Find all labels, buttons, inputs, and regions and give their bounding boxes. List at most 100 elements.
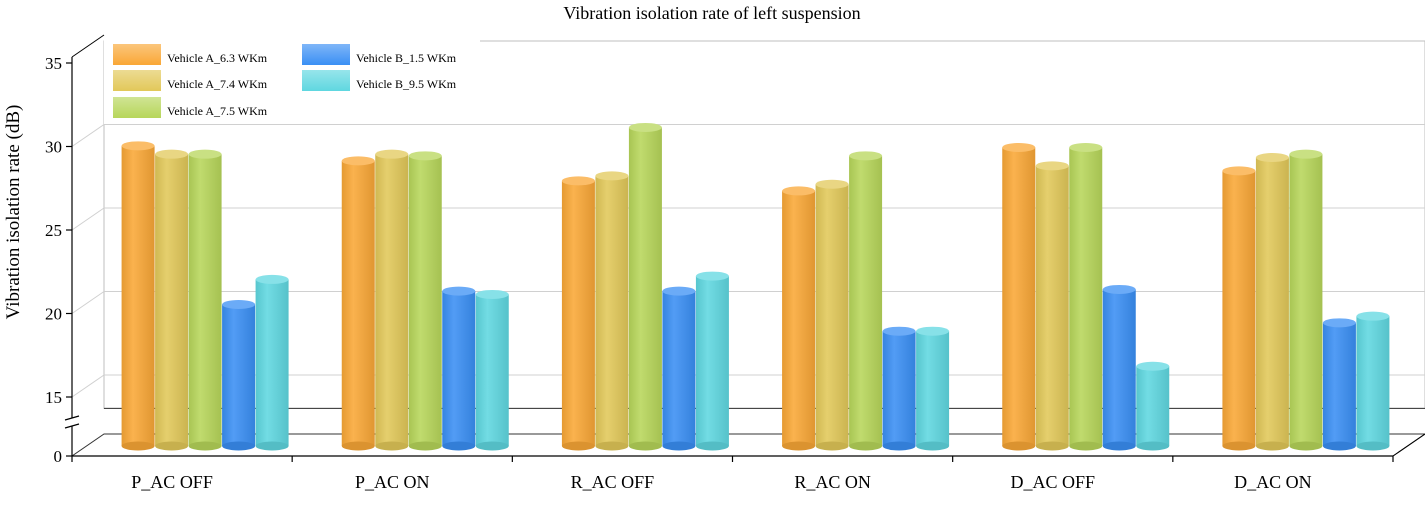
bar-bottom xyxy=(628,441,662,451)
bar-top xyxy=(341,156,375,166)
bar-top xyxy=(475,289,509,299)
bar-bottom xyxy=(1069,441,1103,451)
bar-top xyxy=(1002,142,1036,152)
legend: Vehicle A_6.3 WKm Vehicle A_7.4 WKm Vehicl… xyxy=(104,39,480,124)
bar-body xyxy=(849,155,883,446)
bar-body xyxy=(121,145,155,446)
bar-bottom xyxy=(155,441,189,451)
bar-top xyxy=(222,299,256,309)
bar-bottom xyxy=(1289,441,1323,451)
bar-top xyxy=(255,274,289,284)
bar-0-4 xyxy=(255,274,289,451)
bar-bottom xyxy=(1222,441,1256,451)
bar-bottom xyxy=(782,441,816,451)
bar-bottom xyxy=(255,441,289,451)
y-tick-label: 30 xyxy=(45,138,62,157)
bar-body xyxy=(595,175,629,446)
y-tick-label: 15 xyxy=(45,388,62,407)
axis-break-mark xyxy=(64,415,80,421)
legend-box xyxy=(104,39,480,124)
bar-bottom xyxy=(188,441,222,451)
bar-4-3 xyxy=(1102,284,1136,451)
bar-bottom xyxy=(1255,441,1289,451)
legend-label: Vehicle B_1.5 WKm xyxy=(356,51,457,65)
y-axis-label: Vibration isolation rate (dB) xyxy=(3,105,24,320)
bar-2-3 xyxy=(662,286,696,451)
bar-body xyxy=(782,190,816,446)
legend-label: Vehicle A_7.4 WKm xyxy=(167,77,268,91)
bar-4-1 xyxy=(1035,161,1069,451)
bar-top xyxy=(1222,166,1256,176)
bar-top xyxy=(662,286,696,296)
bar-body xyxy=(1069,147,1103,447)
bar-1-2 xyxy=(408,151,442,451)
bar-bottom xyxy=(1136,441,1170,451)
bar-bottom xyxy=(916,441,950,451)
bar-bottom xyxy=(849,441,883,451)
bar-body xyxy=(408,155,442,446)
bar-5-1 xyxy=(1255,153,1289,451)
bar-top xyxy=(121,141,155,151)
bar-bottom xyxy=(595,441,629,451)
bar-0-1 xyxy=(155,149,189,451)
bar-top xyxy=(375,149,409,159)
bar-top xyxy=(916,326,950,336)
chart-title: Vibration isolation rate of left suspens… xyxy=(563,3,860,23)
bar-bottom xyxy=(442,441,476,451)
bar-top xyxy=(408,151,442,161)
axes-layer: 0 15 20 25 30 35 P_AC OFF P_AC ON R_AC OFF R_AC O… xyxy=(45,34,1425,492)
bar-bottom xyxy=(695,441,729,451)
bar-top xyxy=(695,271,729,281)
bar-body xyxy=(442,291,476,446)
gridline-side xyxy=(71,124,105,147)
bar-bottom xyxy=(375,441,409,451)
y-tick-label: 25 xyxy=(45,221,62,240)
y-axis-top-edge xyxy=(71,34,105,58)
bar-body xyxy=(628,127,662,446)
legend-swatch xyxy=(113,70,161,91)
bar-1-3 xyxy=(442,286,476,451)
bar-top xyxy=(882,326,916,336)
bar-1-1 xyxy=(375,149,409,451)
bar-top xyxy=(1069,142,1103,152)
x-tick-label: R_AC OFF xyxy=(571,472,655,492)
x-axis-right-edge xyxy=(1392,433,1425,457)
bar-bottom xyxy=(1102,441,1136,451)
bar-body xyxy=(222,304,256,446)
bar-top xyxy=(1102,284,1136,294)
bar-1-0 xyxy=(341,156,375,451)
bar-3-1 xyxy=(815,179,849,451)
gridline-side xyxy=(71,207,105,231)
bar-top xyxy=(628,122,662,132)
y-tick-label: 35 xyxy=(45,54,62,73)
legend-label: Vehicle A_6.3 WKm xyxy=(167,51,268,65)
bar-top xyxy=(595,171,629,181)
bar-bottom xyxy=(1035,441,1069,451)
bar-top xyxy=(815,179,849,189)
bar-top xyxy=(849,151,883,161)
bar-2-2 xyxy=(628,122,662,451)
x-tick-label: R_AC ON xyxy=(794,472,871,492)
legend-swatch xyxy=(302,44,350,65)
bar-body xyxy=(1222,170,1256,446)
bar-bottom xyxy=(121,441,155,451)
bar-0-0 xyxy=(121,141,155,451)
bar-0-3 xyxy=(222,299,256,451)
bar-body xyxy=(916,331,950,446)
bar-5-2 xyxy=(1289,149,1323,451)
bar-top xyxy=(188,149,222,159)
y-tick-label: 0 xyxy=(54,447,63,466)
bar-body xyxy=(882,331,916,446)
bar-bottom xyxy=(662,441,696,451)
bar-3-3 xyxy=(882,326,916,451)
bar-bottom xyxy=(882,441,916,451)
bar-top xyxy=(782,186,816,196)
bar-body xyxy=(375,154,409,447)
bar-top xyxy=(155,149,189,159)
bar-top xyxy=(442,286,476,296)
bar-top xyxy=(1322,318,1356,328)
bar-body xyxy=(695,276,729,446)
legend-label: Vehicle B_9.5 WKm xyxy=(356,77,457,91)
bar-5-0 xyxy=(1222,166,1256,451)
bar-body xyxy=(1322,322,1356,446)
